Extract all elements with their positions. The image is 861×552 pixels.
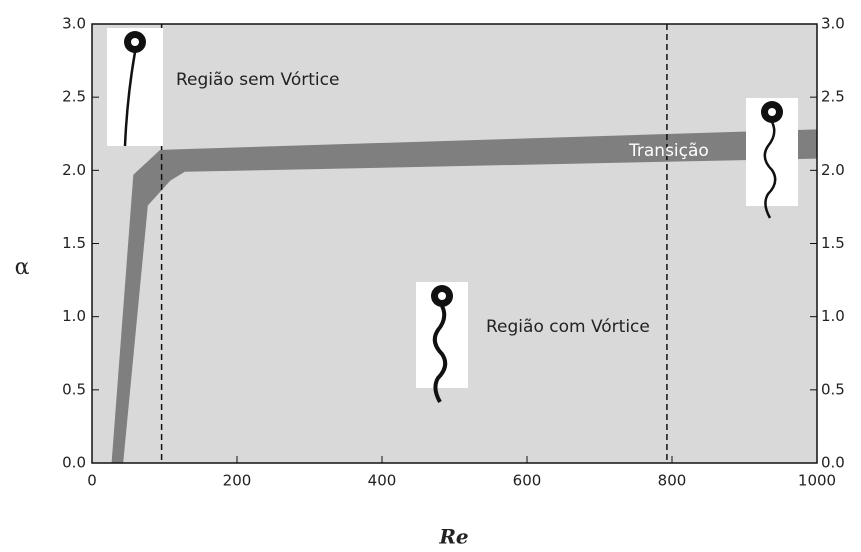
y-tick-label: 1.5 — [62, 234, 86, 252]
y2-tick-label: 1.0 — [821, 307, 845, 325]
wake — [763, 121, 777, 219]
annotation: Região sem Vórtice — [176, 70, 339, 90]
sphere-spot — [438, 292, 446, 300]
y2-tick-label: 2.5 — [821, 88, 845, 106]
x-tick-label: 200 — [223, 472, 252, 490]
x-tick-label: 0 — [87, 472, 97, 490]
y2-tick-label: 3.0 — [821, 15, 845, 33]
x-tick-label: 600 — [513, 472, 542, 490]
sphere-spot — [768, 108, 776, 116]
y-tick-label: 2.0 — [62, 161, 86, 179]
plot-background — [92, 24, 817, 463]
y2-tick-label: 0.5 — [821, 380, 845, 398]
annotation: Região com Vórtice — [486, 317, 650, 337]
wake — [123, 51, 137, 147]
y-tick-label: 0.0 — [62, 454, 86, 472]
y2-tick-label: 2.0 — [821, 161, 845, 179]
y-axis-label: α — [15, 255, 30, 280]
transition-band — [111, 129, 817, 463]
y-tick-label: 3.0 — [62, 15, 86, 33]
y-tick-label: 2.5 — [62, 88, 86, 106]
y-tick-label: 0.5 — [62, 380, 86, 398]
y2-tick-label: 0.0 — [821, 454, 845, 472]
x-axis-label: Re — [438, 525, 468, 549]
x-tick-label: 800 — [658, 472, 687, 490]
annotation: Transição — [628, 141, 709, 161]
y2-tick-label: 1.5 — [821, 234, 845, 252]
x-tick-label: 1000 — [798, 472, 836, 490]
x-tick-label: 400 — [368, 472, 397, 490]
y-tick-label: 1.0 — [62, 307, 86, 325]
sphere-spot — [131, 38, 139, 46]
wake — [432, 305, 448, 403]
